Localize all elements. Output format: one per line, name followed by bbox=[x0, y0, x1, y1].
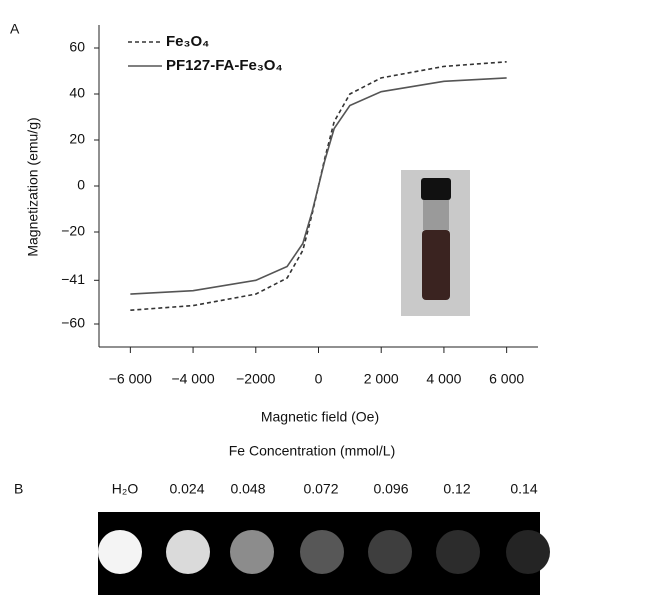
phantom-well bbox=[436, 530, 480, 574]
phantom-well bbox=[506, 530, 550, 574]
phantom-well bbox=[300, 530, 344, 574]
x-tick-label: 2 000 bbox=[364, 371, 399, 387]
concentration-label: 0.096 bbox=[373, 481, 408, 497]
concentration-label: 0.048 bbox=[230, 481, 265, 497]
concentration-label: 0.072 bbox=[303, 481, 338, 497]
y-tick-label: −60 bbox=[61, 315, 85, 331]
y-axis-label: Magnetization (emu/g) bbox=[25, 117, 41, 256]
series-line bbox=[130, 77, 507, 295]
phantom-well bbox=[230, 530, 274, 574]
y-tick-label: 0 bbox=[77, 177, 85, 193]
x-axis-label: Magnetic field (Oe) bbox=[261, 409, 379, 425]
y-tick-label: −20 bbox=[61, 223, 85, 239]
x-tick-label: −2000 bbox=[236, 371, 276, 387]
y-tick-label: 40 bbox=[69, 85, 85, 101]
legend-label: PF127-FA-Fe₃O₄ bbox=[166, 57, 283, 74]
y-tick-label: −41 bbox=[61, 271, 85, 287]
concentration-label: 0.14 bbox=[510, 481, 537, 497]
panel-label: B bbox=[14, 481, 23, 497]
y-tick-label: 60 bbox=[69, 39, 85, 55]
x-tick-label: −4 000 bbox=[171, 371, 214, 387]
x-tick-label: 0 bbox=[315, 371, 323, 387]
phantom-title: Fe Concentration (mmol/L) bbox=[229, 443, 396, 459]
concentration-label: 0.12 bbox=[443, 481, 470, 497]
x-tick-label: 6 000 bbox=[489, 371, 524, 387]
phantom-well bbox=[98, 530, 142, 574]
inset-photo bbox=[401, 170, 470, 316]
concentration-label: 0.024 bbox=[169, 481, 204, 497]
panel-label: A bbox=[10, 21, 20, 37]
phantom-well bbox=[166, 530, 210, 574]
y-tick-label: 20 bbox=[69, 131, 85, 147]
x-tick-label: 4 000 bbox=[426, 371, 461, 387]
legend-label: Fe₃O₄ bbox=[166, 33, 209, 50]
concentration-label: H₂O bbox=[112, 481, 139, 497]
x-tick-label: −6 000 bbox=[109, 371, 152, 387]
phantom-well bbox=[368, 530, 412, 574]
